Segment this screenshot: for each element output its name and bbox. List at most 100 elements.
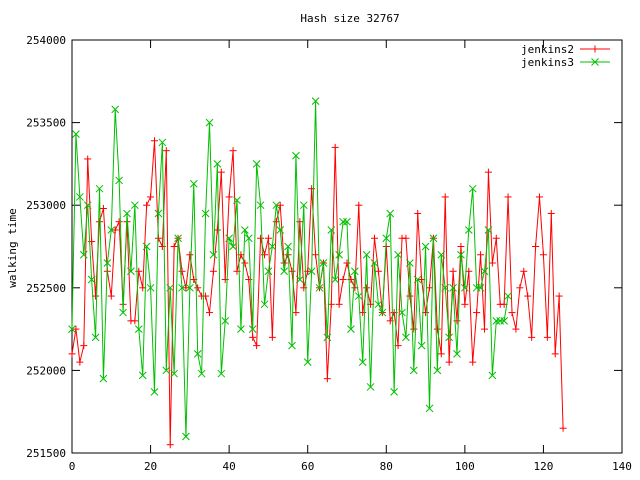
data-point-jenkins2 — [457, 243, 465, 250]
marker-stroke — [189, 179, 198, 188]
data-point-jenkins3 — [504, 292, 512, 300]
marker-stroke — [413, 275, 422, 284]
data-point-jenkins2 — [280, 259, 288, 267]
data-point-jenkins3 — [449, 283, 457, 292]
marker-stroke — [154, 209, 163, 218]
data-point-jenkins2 — [323, 375, 331, 383]
data-point-jenkins2 — [559, 424, 567, 432]
marker-stroke — [170, 369, 178, 378]
data-point-jenkins3 — [425, 404, 434, 413]
marker-stroke — [87, 275, 96, 284]
data-point-jenkins3 — [103, 259, 112, 267]
data-point-jenkins2 — [143, 201, 151, 209]
marker-stroke — [492, 316, 501, 325]
marker-stroke — [464, 226, 473, 234]
data-point-jenkins2 — [111, 226, 119, 234]
data-point-jenkins2 — [477, 251, 485, 259]
data-point-jenkins3 — [488, 371, 497, 380]
data-point-jenkins3 — [453, 350, 461, 358]
data-point-jenkins3 — [296, 275, 304, 284]
data-point-jenkins2 — [217, 168, 225, 176]
data-point-jenkins3 — [299, 201, 308, 210]
data-point-jenkins3 — [500, 316, 508, 325]
data-point-jenkins3 — [406, 259, 414, 267]
data-point-jenkins3 — [378, 308, 387, 317]
data-point-jenkins3 — [303, 358, 312, 366]
marker-stroke — [225, 234, 233, 243]
data-point-jenkins2 — [225, 193, 233, 201]
marker-stroke — [327, 226, 336, 234]
data-point-jenkins3 — [79, 250, 88, 259]
data-point-jenkins3 — [386, 209, 395, 218]
data-point-jenkins2 — [512, 325, 520, 333]
data-point-jenkins3 — [390, 388, 398, 396]
marker-stroke — [394, 250, 402, 259]
x-tick-label: 100 — [455, 460, 475, 473]
data-point-jenkins2 — [107, 292, 115, 300]
data-point-jenkins3 — [111, 105, 120, 114]
data-point-jenkins2 — [213, 226, 221, 234]
data-point-jenkins3 — [402, 333, 410, 342]
marker-stroke — [331, 275, 340, 284]
marker-stroke — [264, 267, 273, 276]
marker-stroke — [186, 283, 194, 292]
marker-stroke — [205, 118, 214, 127]
data-point-jenkins3 — [374, 300, 383, 309]
marker-stroke — [441, 283, 450, 292]
data-point-jenkins2 — [449, 267, 457, 275]
marker-stroke — [378, 308, 387, 317]
data-point-jenkins2 — [99, 205, 107, 213]
data-point-jenkins3 — [327, 226, 336, 234]
data-point-jenkins3 — [382, 234, 391, 243]
marker-stroke — [409, 366, 418, 375]
data-point-jenkins3 — [225, 234, 233, 243]
data-point-jenkins3 — [68, 325, 76, 333]
data-point-jenkins2 — [339, 276, 347, 284]
data-point-jenkins2 — [245, 276, 253, 284]
series-line-jenkins2 — [71, 140, 564, 445]
data-point-jenkins3 — [484, 226, 493, 234]
marker-stroke — [437, 250, 446, 259]
marker-stroke — [248, 325, 257, 333]
marker-stroke — [138, 371, 147, 380]
data-point-jenkins3 — [237, 325, 245, 333]
data-point-jenkins2 — [437, 350, 445, 358]
data-point-jenkins2 — [335, 300, 343, 308]
marker-stroke — [315, 283, 324, 292]
marker-stroke — [457, 250, 465, 259]
data-point-jenkins3 — [170, 369, 178, 378]
marker-stroke — [445, 333, 453, 342]
marker-stroke — [307, 267, 316, 276]
data-point-jenkins2 — [253, 342, 261, 350]
data-point-jenkins2 — [555, 292, 563, 300]
data-point-jenkins3 — [264, 267, 273, 276]
marker-stroke — [406, 259, 414, 267]
data-point-jenkins3 — [461, 283, 469, 292]
legend-marker-jenkins2 — [591, 45, 599, 53]
data-point-jenkins3 — [260, 300, 269, 309]
data-point-jenkins3 — [417, 341, 426, 350]
marker-stroke — [398, 308, 406, 317]
data-point-jenkins2 — [166, 441, 174, 449]
data-point-jenkins3 — [331, 275, 340, 284]
marker-stroke — [244, 234, 253, 243]
data-point-jenkins2 — [131, 317, 139, 325]
data-point-jenkins2 — [178, 267, 186, 275]
data-point-jenkins3 — [189, 179, 198, 188]
data-point-jenkins3 — [315, 283, 324, 292]
data-point-jenkins3 — [347, 325, 355, 333]
marker-stroke — [591, 58, 599, 66]
data-point-jenkins3 — [445, 333, 453, 342]
marker-stroke — [461, 283, 469, 292]
marker-stroke — [425, 404, 434, 413]
marker-stroke — [449, 283, 457, 292]
data-point-jenkins3 — [178, 283, 186, 292]
marker-stroke — [390, 388, 398, 396]
data-point-jenkins2 — [209, 267, 217, 275]
data-point-jenkins3 — [229, 242, 237, 251]
data-point-jenkins2 — [374, 267, 382, 275]
data-point-jenkins2 — [241, 259, 249, 267]
